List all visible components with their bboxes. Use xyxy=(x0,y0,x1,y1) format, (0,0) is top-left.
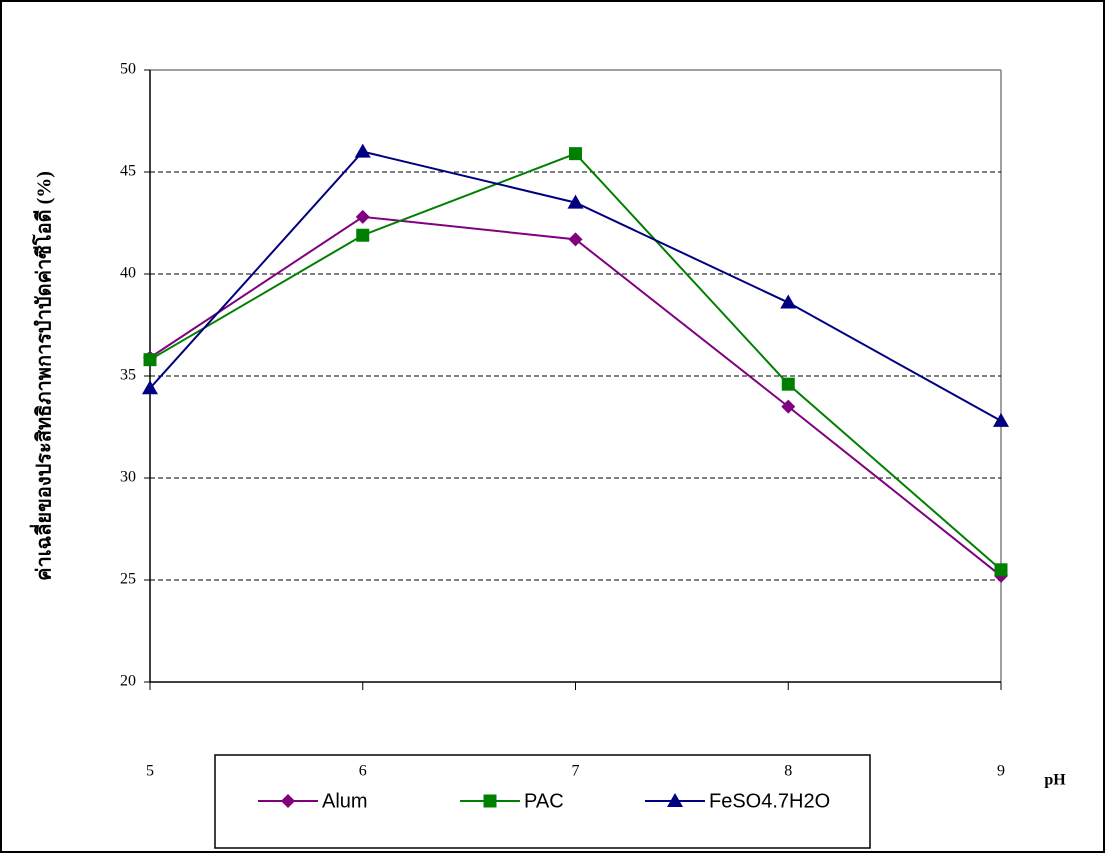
legend-label: FeSO4.7H2O xyxy=(709,790,830,812)
marker xyxy=(484,795,497,808)
marker xyxy=(782,378,795,391)
y-tick-label: 35 xyxy=(120,367,136,384)
legend-label: PAC xyxy=(524,790,564,812)
y-tick-label: 45 xyxy=(120,163,136,180)
x-tick-label: 7 xyxy=(572,763,580,780)
y-axis-title: ค่าเฉลี่ยของประสิทธิภาพการบำบัดค่าซีโอดี… xyxy=(29,171,56,581)
y-tick-label: 30 xyxy=(120,469,136,486)
marker xyxy=(356,229,369,242)
x-tick-label: 9 xyxy=(997,763,1005,780)
x-tick-label: 5 xyxy=(146,763,154,780)
chart-border xyxy=(1,1,1104,852)
x-axis-title: pH xyxy=(1044,772,1066,789)
y-tick-label: 40 xyxy=(120,265,136,282)
y-tick-label: 20 xyxy=(120,673,136,690)
legend-label: Alum xyxy=(322,790,368,812)
y-tick-label: 25 xyxy=(120,571,136,588)
marker xyxy=(995,563,1008,576)
x-tick-label: 6 xyxy=(359,763,367,780)
x-tick-label: 8 xyxy=(784,763,792,780)
chart: ค่าเฉลี่ยของประสิทธิภาพการบำบัดค่าซีโอดี… xyxy=(0,0,1106,854)
marker xyxy=(144,353,157,366)
marker xyxy=(569,147,582,160)
y-tick-label: 50 xyxy=(120,61,136,78)
